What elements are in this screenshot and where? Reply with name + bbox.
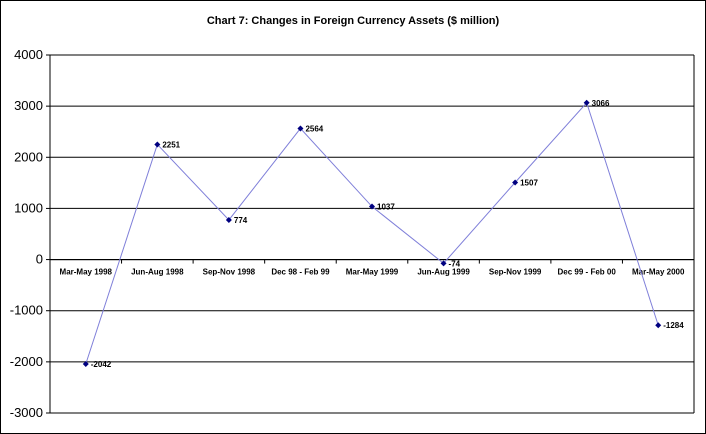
data-point [154, 141, 161, 148]
data-label: 2564 [305, 124, 323, 133]
y-tick-label: -2000 [10, 354, 43, 369]
x-tick-label: Mar-May 1999 [346, 268, 399, 277]
y-tick-label: 4000 [14, 47, 43, 62]
data-label: 774 [234, 216, 248, 225]
x-tick-label: Sep-Nov 1998 [203, 268, 256, 277]
data-point [583, 99, 590, 106]
y-tick-label: 2000 [14, 149, 43, 164]
y-tick-label: -1000 [10, 303, 43, 318]
x-tick-label: Mar-May 2000 [632, 268, 685, 277]
data-label: -74 [449, 259, 461, 268]
y-tick-label: 1000 [14, 200, 43, 215]
data-labels: -2042 2251 774 2564 1037 -74 1507 3066 -1284 [91, 99, 684, 369]
x-tick-label: Dec 98 - Feb 99 [271, 268, 330, 277]
series [82, 99, 662, 368]
y-tick-label: 0 [36, 252, 43, 267]
data-label: 1507 [520, 178, 538, 187]
x-tick-label: Dec 99 - Feb 00 [558, 268, 617, 277]
x-tick-label: Jun-Aug 1999 [417, 268, 470, 277]
data-point [440, 260, 447, 267]
x-tick-label: Sep-Nov 1999 [489, 268, 542, 277]
data-point [297, 125, 304, 132]
data-label: 3066 [592, 99, 610, 108]
data-point [225, 216, 232, 223]
data-point [369, 203, 375, 210]
chart-title: Chart 7: Changes in Foreign Currency Ass… [207, 15, 500, 27]
x-tick-label: Jun-Aug 1998 [131, 268, 184, 277]
y-axis: 4000 3000 2000 1000 0 -1000 -2000 -3000 [10, 47, 695, 420]
data-point [655, 322, 662, 329]
x-tick-label: Mar-May 1998 [60, 268, 113, 277]
y-tick-label: 3000 [14, 98, 43, 113]
y-tick-label: -3000 [10, 405, 43, 420]
data-label: -1284 [663, 321, 684, 330]
gridlines [50, 54, 694, 414]
data-label: -2042 [91, 360, 112, 369]
x-axis: Mar-May 1998 Jun-Aug 1998 Sep-Nov 1998 Dec … [49, 258, 695, 277]
data-point [512, 179, 519, 186]
data-label: 1037 [377, 203, 395, 212]
data-label: 2251 [162, 140, 180, 149]
data-point [82, 361, 89, 368]
